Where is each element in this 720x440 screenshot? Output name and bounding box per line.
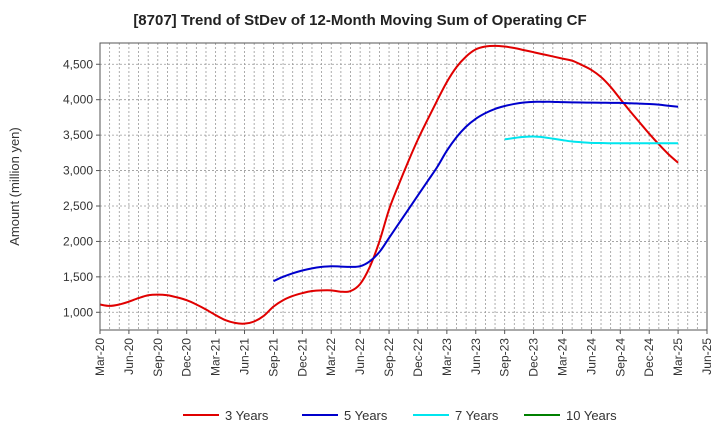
x-tick-label: Sep-20 — [151, 338, 165, 377]
y-tick-label: 3,000 — [63, 164, 93, 178]
grid-layer — [100, 43, 707, 330]
x-tick-label: Sep-23 — [498, 338, 512, 377]
x-tick-label: Jun-24 — [584, 338, 598, 375]
y-tick-label: 4,500 — [63, 57, 93, 71]
y-axis-title: Amount (million yen) — [7, 127, 22, 246]
x-tick-label: Dec-24 — [642, 338, 656, 377]
legend-label-3-years: 3 Years — [225, 408, 269, 423]
y-tick-label: 2,500 — [63, 199, 93, 213]
y-tick-label: 3,500 — [63, 128, 93, 142]
plot-frame — [99, 42, 708, 331]
x-tick-label: Jun-23 — [469, 338, 483, 375]
x-tick-label: Mar-24 — [555, 338, 569, 376]
chart-title: [8707] Trend of StDev of 12-Month Moving… — [133, 12, 587, 29]
x-tick-label: Dec-23 — [527, 338, 541, 377]
x-tick-label: Jun-20 — [122, 338, 136, 375]
y-tick-label: 4,000 — [63, 93, 93, 107]
series-line-3-years — [99, 44, 679, 325]
y-tick-label: 1,500 — [63, 270, 93, 284]
y-tick-label: 1,000 — [63, 305, 93, 319]
x-tick-label: Jun-25 — [700, 338, 714, 375]
x-tick-label: Sep-22 — [382, 338, 396, 377]
x-tick-label: Mar-21 — [209, 338, 223, 376]
x-tick-label: Mar-23 — [440, 338, 454, 376]
legend: 3 Years 5 Years 7 Years 10 Years — [183, 408, 617, 423]
series-layer — [99, 44, 679, 325]
x-tick-label: Mar-20 — [93, 338, 107, 376]
x-tick-label: Dec-20 — [180, 338, 194, 377]
x-tick-label: Dec-21 — [295, 338, 309, 377]
x-tick-label: Sep-24 — [613, 338, 627, 377]
x-tick-label: Mar-25 — [671, 338, 685, 376]
x-tick-label: Mar-22 — [324, 338, 338, 376]
x-tick-label: Dec-22 — [411, 338, 425, 377]
x-tick-label: Jun-22 — [353, 338, 367, 375]
y-tick-label: 2,000 — [63, 234, 93, 248]
axis-layer: 1,000 1,500 2,000 2,500 3,000 3,500 4,000 4,500… — [63, 57, 714, 376]
legend-label-5-years: 5 Years — [344, 408, 388, 423]
legend-label-7-years: 7 Years — [455, 408, 499, 423]
series-line-5-years — [273, 100, 679, 283]
x-tick-label: Sep-21 — [266, 338, 280, 377]
legend-label-10-years: 10 Years — [566, 408, 617, 423]
series-line-7-years — [504, 135, 679, 145]
x-tick-label: Jun-21 — [238, 338, 252, 375]
